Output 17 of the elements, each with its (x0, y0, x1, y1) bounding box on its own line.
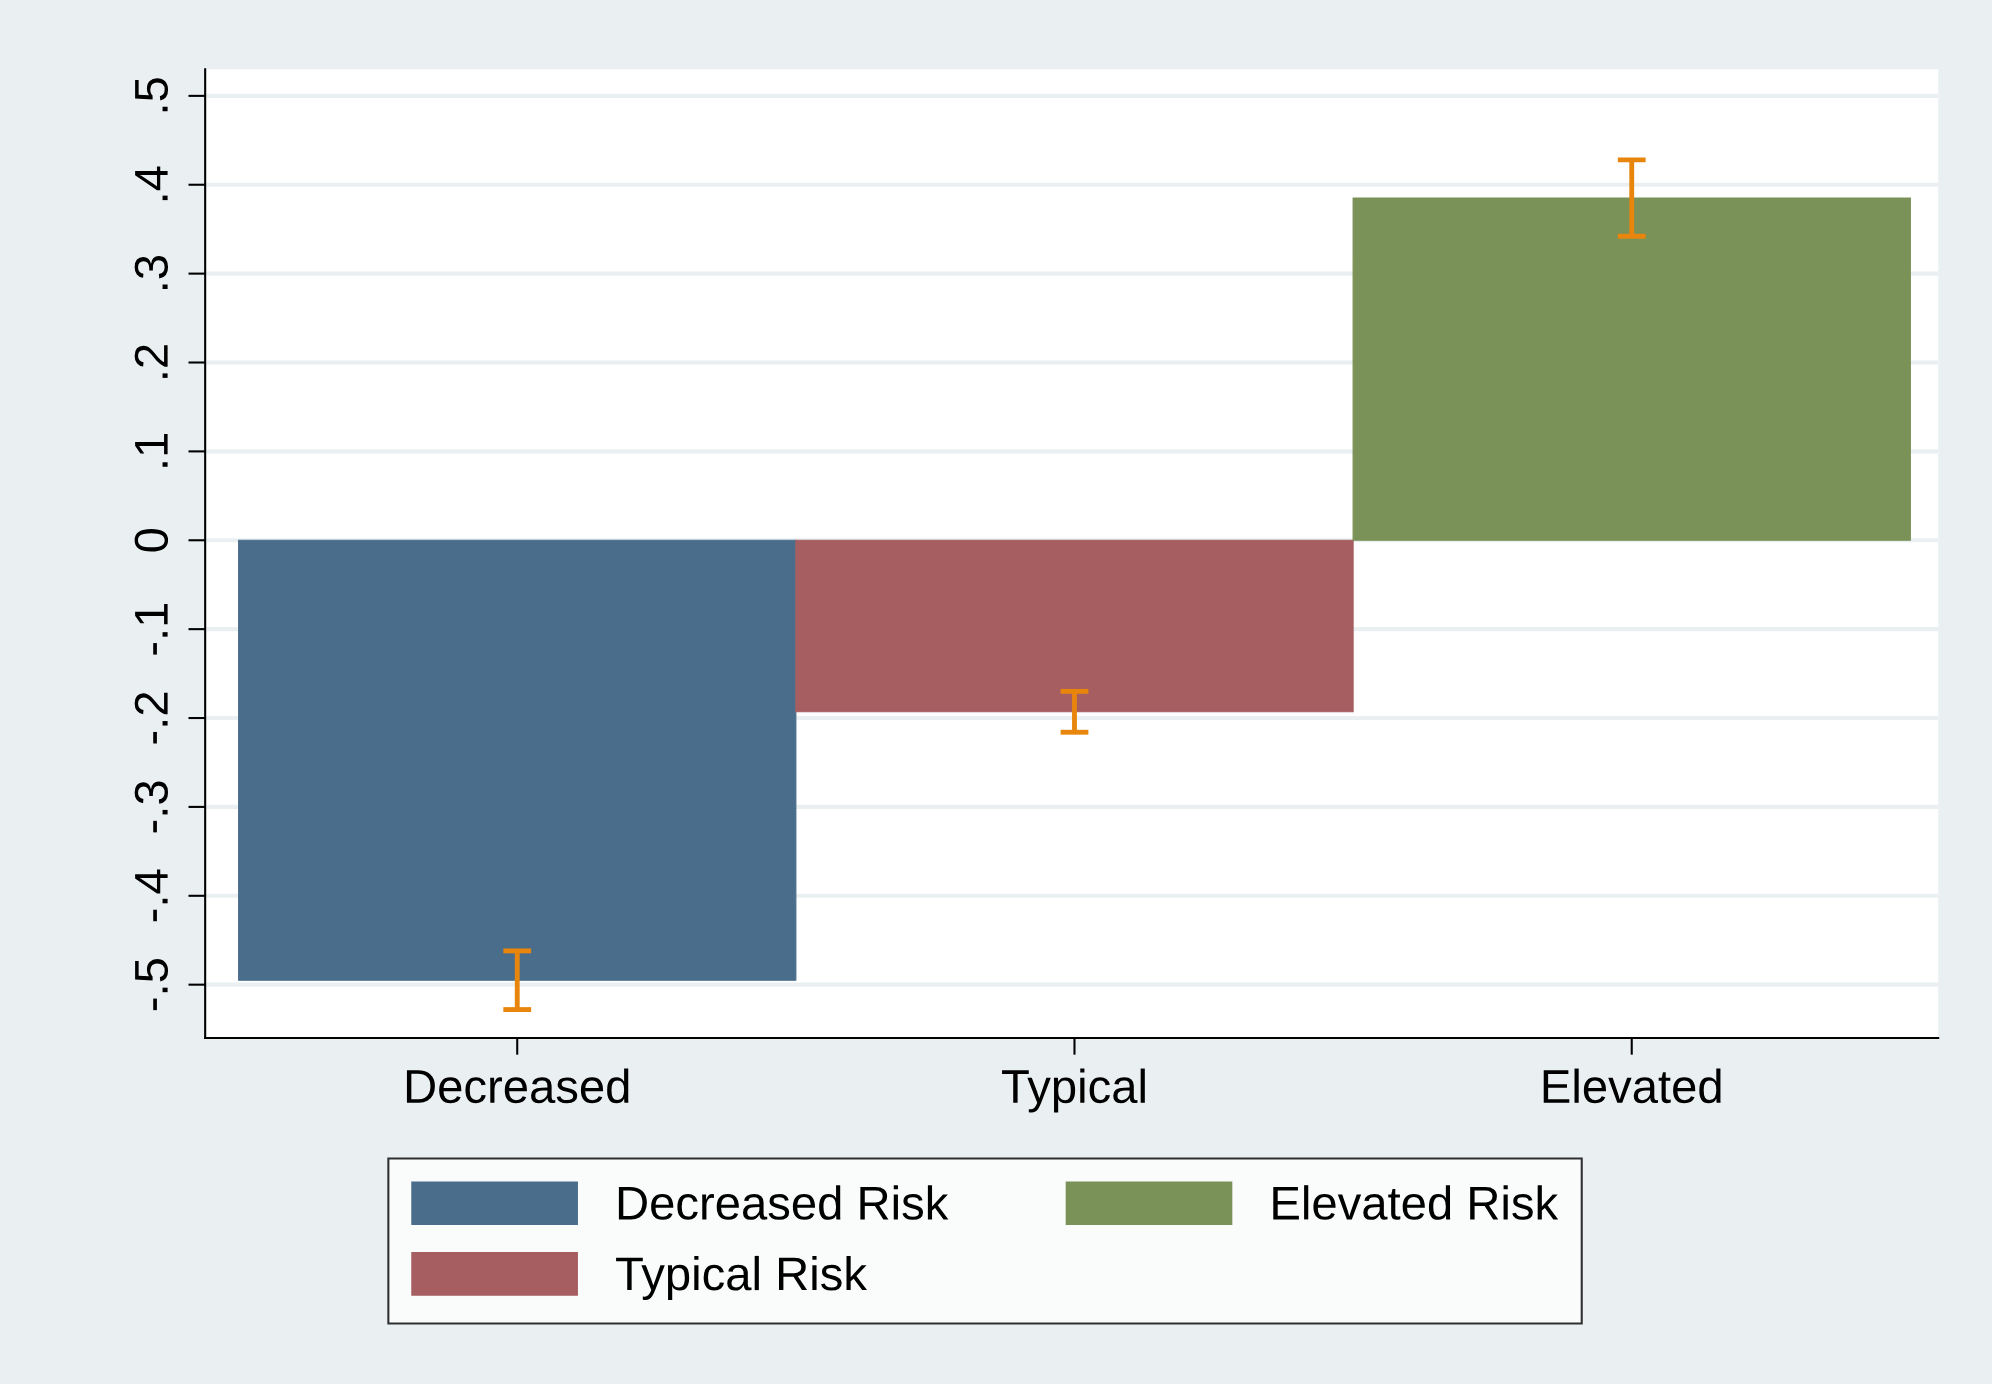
y-tick-label: -.3 (134, 781, 169, 833)
x-tick-label: Elevated (1543, 1068, 1721, 1104)
legend-label: Elevated Risk (1273, 1185, 1559, 1220)
x-tick-label: Decreased (406, 1068, 629, 1104)
y-tick-label: -.2 (134, 692, 168, 744)
y-tick-label: 0 (134, 528, 169, 552)
legend-label: Decreased Risk (618, 1185, 949, 1220)
y-tick-label: .1 (135, 434, 168, 467)
y-tick-label: .5 (135, 78, 169, 112)
legend-label: Typical Risk (616, 1255, 868, 1300)
y-tick-label: -.5 (135, 959, 169, 1011)
y-tick-label: .3 (134, 256, 169, 290)
y-tick-label: -.4 (135, 869, 168, 922)
y-tick-label: -.1 (135, 603, 168, 655)
y-tick-label: .4 (135, 166, 168, 201)
y-tick-label: .2 (134, 345, 168, 378)
x-tick-label: Typical (1002, 1068, 1145, 1113)
